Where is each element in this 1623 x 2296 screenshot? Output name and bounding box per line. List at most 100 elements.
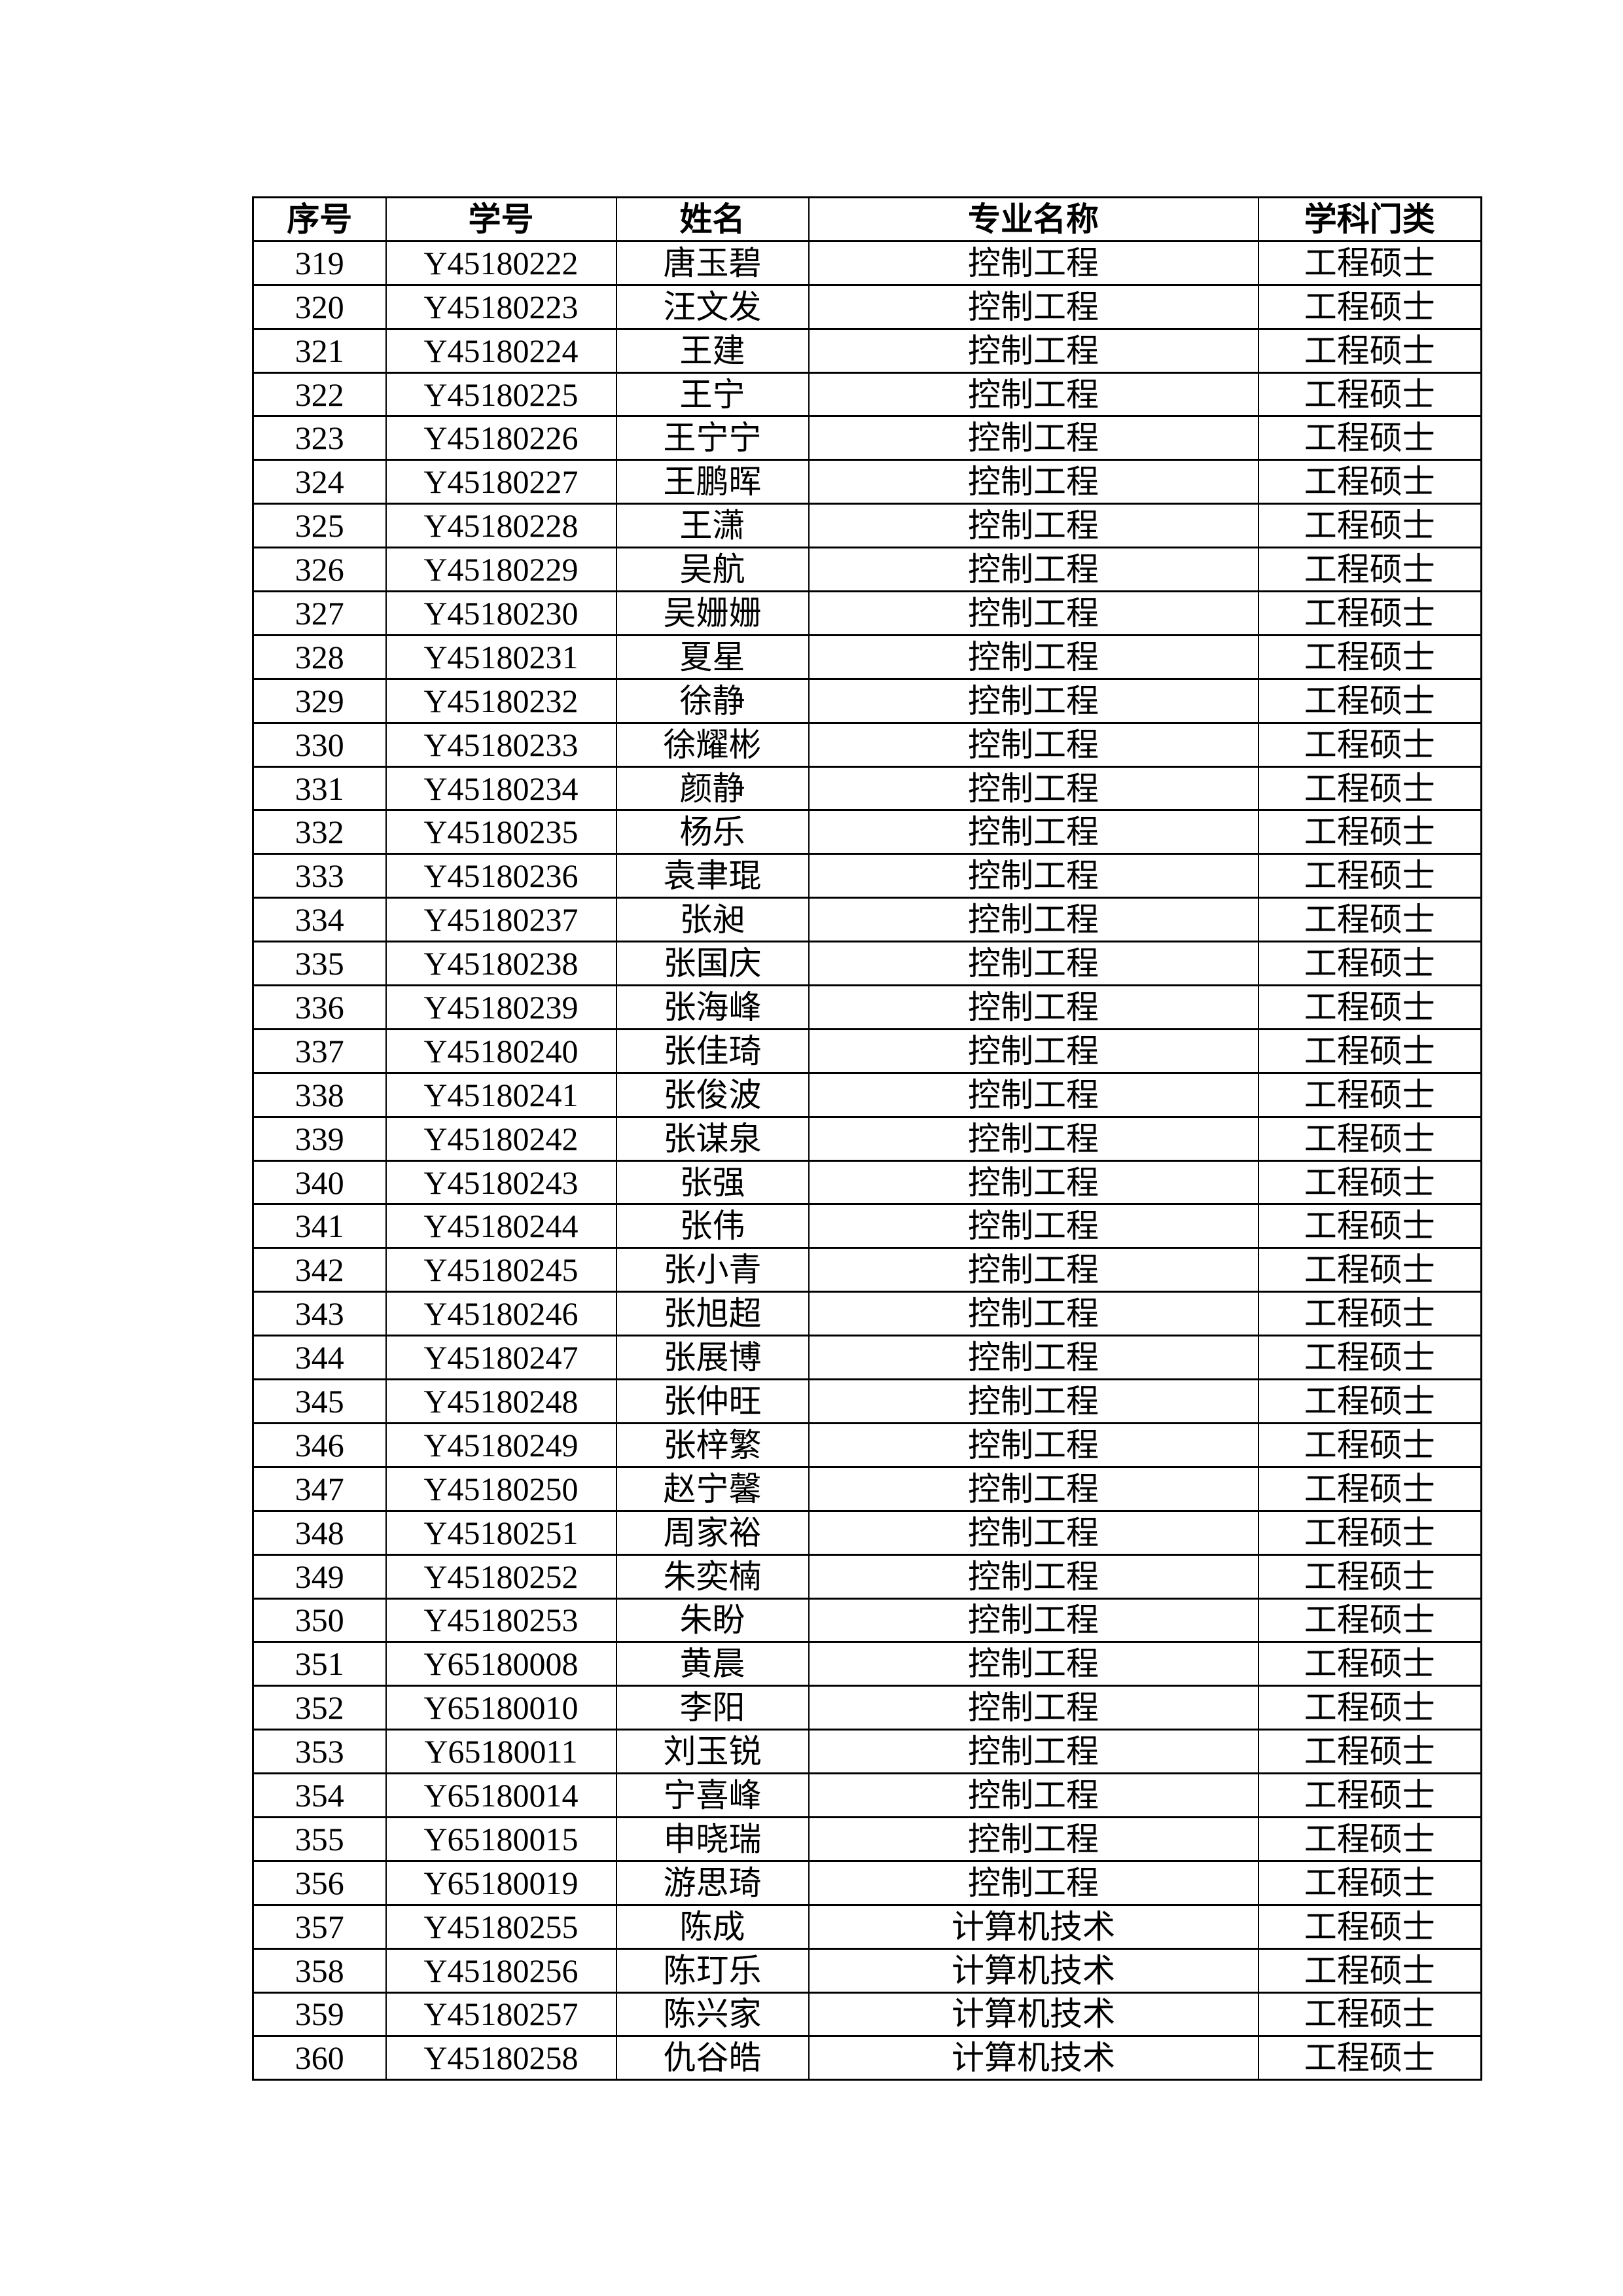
cell-name: 徐耀彬: [615, 721, 810, 768]
table-row: 354 Y65180014 宁喜峰 控制工程 工程硕士: [252, 1772, 1482, 1818]
table-row: 339 Y45180242 张谋泉 控制工程 工程硕士: [252, 1115, 1482, 1162]
cell-discipline: 工程硕士: [1257, 503, 1482, 549]
cell-discipline: 工程硕士: [1257, 1378, 1482, 1424]
cell-major: 控制工程: [808, 1159, 1259, 1206]
cell-major: 控制工程: [808, 765, 1259, 812]
cell-name: 颜静: [615, 765, 810, 812]
cell-discipline: 工程硕士: [1257, 1465, 1482, 1512]
cell-discipline: 工程硕士: [1257, 941, 1482, 987]
cell-major: 控制工程: [808, 677, 1259, 724]
cell-index: 351: [252, 1641, 387, 1687]
cell-major: 控制工程: [808, 1422, 1259, 1468]
cell-discipline: 工程硕士: [1257, 1247, 1482, 1293]
cell-discipline: 工程硕士: [1257, 984, 1482, 1030]
cell-name: 吴姗姗: [615, 590, 810, 636]
cell-student-id: Y45180224: [385, 327, 617, 374]
cell-name: 王宁宁: [615, 415, 810, 461]
cell-name: 陈玎乐: [615, 1947, 810, 1994]
cell-student-id: Y65180011: [385, 1729, 617, 1775]
cell-discipline: 工程硕士: [1257, 1947, 1482, 1994]
cell-student-id: Y45180242: [385, 1115, 617, 1162]
cell-name: 张梓繁: [615, 1422, 810, 1468]
cell-name: 杨乐: [615, 809, 810, 855]
table-row: 344 Y45180247 张展博 控制工程 工程硕士: [252, 1335, 1482, 1381]
cell-major: 控制工程: [808, 809, 1259, 855]
cell-major: 控制工程: [808, 1772, 1259, 1818]
cell-major: 控制工程: [808, 1509, 1259, 1556]
cell-name: 张俊波: [615, 1071, 810, 1118]
cell-name: 张海峰: [615, 984, 810, 1030]
cell-discipline: 工程硕士: [1257, 327, 1482, 374]
cell-name: 申晓瑞: [615, 1816, 810, 1862]
table-row: 321 Y45180224 王建 控制工程 工程硕士: [252, 327, 1482, 374]
cell-index: 321: [252, 327, 387, 374]
cell-major: 控制工程: [808, 547, 1259, 593]
cell-student-id: Y45180229: [385, 547, 617, 593]
table-row: 349 Y45180252 朱奕楠 控制工程 工程硕士: [252, 1553, 1482, 1600]
cell-student-id: Y45180240: [385, 1028, 617, 1074]
column-header-index: 序号: [252, 196, 387, 242]
cell-major: 控制工程: [808, 1859, 1259, 1906]
cell-major: 控制工程: [808, 897, 1259, 943]
cell-index: 340: [252, 1159, 387, 1206]
cell-name: 周家裕: [615, 1509, 810, 1556]
cell-index: 334: [252, 897, 387, 943]
cell-discipline: 工程硕士: [1257, 809, 1482, 855]
cell-student-id: Y65180008: [385, 1641, 617, 1687]
cell-student-id: Y45180257: [385, 1991, 617, 2037]
table-row: 327 Y45180230 吴姗姗 控制工程 工程硕士: [252, 590, 1482, 636]
cell-student-id: Y45180237: [385, 897, 617, 943]
cell-index: 346: [252, 1422, 387, 1468]
cell-index: 319: [252, 240, 387, 286]
cell-major: 控制工程: [808, 1685, 1259, 1731]
table-row: 348 Y45180251 周家裕 控制工程 工程硕士: [252, 1509, 1482, 1556]
table-row: 335 Y45180238 张国庆 控制工程 工程硕士: [252, 941, 1482, 987]
cell-index: 358: [252, 1947, 387, 1994]
cell-discipline: 工程硕士: [1257, 1597, 1482, 1643]
cell-major: 控制工程: [808, 327, 1259, 374]
cell-index: 337: [252, 1028, 387, 1074]
cell-index: 352: [252, 1685, 387, 1731]
cell-discipline: 工程硕士: [1257, 1553, 1482, 1600]
table-row: 336 Y45180239 张海峰 控制工程 工程硕士: [252, 984, 1482, 1030]
table-row: 345 Y45180248 张仲旺 控制工程 工程硕士: [252, 1378, 1482, 1424]
cell-major: 控制工程: [808, 1071, 1259, 1118]
cell-discipline: 工程硕士: [1257, 415, 1482, 461]
table-row: 337 Y45180240 张佳琦 控制工程 工程硕士: [252, 1028, 1482, 1074]
cell-name: 陈成: [615, 1903, 810, 1950]
cell-major: 控制工程: [808, 1028, 1259, 1074]
cell-student-id: Y45180230: [385, 590, 617, 636]
cell-student-id: Y45180247: [385, 1335, 617, 1381]
cell-major: 控制工程: [808, 1115, 1259, 1162]
cell-name: 汪文发: [615, 283, 810, 330]
cell-major: 控制工程: [808, 1641, 1259, 1687]
table-row: 322 Y45180225 王宁 控制工程 工程硕士: [252, 371, 1482, 418]
cell-index: 343: [252, 1291, 387, 1337]
cell-student-id: Y45180249: [385, 1422, 617, 1468]
cell-discipline: 工程硕士: [1257, 1991, 1482, 2037]
cell-student-id: Y45180238: [385, 941, 617, 987]
table-row: 341 Y45180244 张伟 控制工程 工程硕士: [252, 1203, 1482, 1249]
table-row: 358 Y45180256 陈玎乐 计算机技术 工程硕士: [252, 1947, 1482, 1994]
cell-major: 控制工程: [808, 1553, 1259, 1600]
cell-name: 张仲旺: [615, 1378, 810, 1424]
column-header-student-id: 学号: [385, 196, 617, 242]
table-row: 359 Y45180257 陈兴家 计算机技术 工程硕士: [252, 1991, 1482, 2037]
cell-name: 赵宁馨: [615, 1465, 810, 1512]
cell-name: 张佳琦: [615, 1028, 810, 1074]
cell-discipline: 工程硕士: [1257, 1422, 1482, 1468]
cell-student-id: Y45180253: [385, 1597, 617, 1643]
cell-major: 控制工程: [808, 459, 1259, 505]
cell-index: 349: [252, 1553, 387, 1600]
cell-student-id: Y45180251: [385, 1509, 617, 1556]
cell-name: 王宁: [615, 371, 810, 418]
cell-major: 控制工程: [808, 634, 1259, 680]
cell-index: 359: [252, 1991, 387, 2037]
table-row: 319 Y45180222 唐玉碧 控制工程 工程硕士: [252, 240, 1482, 286]
cell-major: 控制工程: [808, 1203, 1259, 1249]
cell-index: 341: [252, 1203, 387, 1249]
cell-index: 357: [252, 1903, 387, 1950]
cell-index: 350: [252, 1597, 387, 1643]
cell-index: 324: [252, 459, 387, 505]
